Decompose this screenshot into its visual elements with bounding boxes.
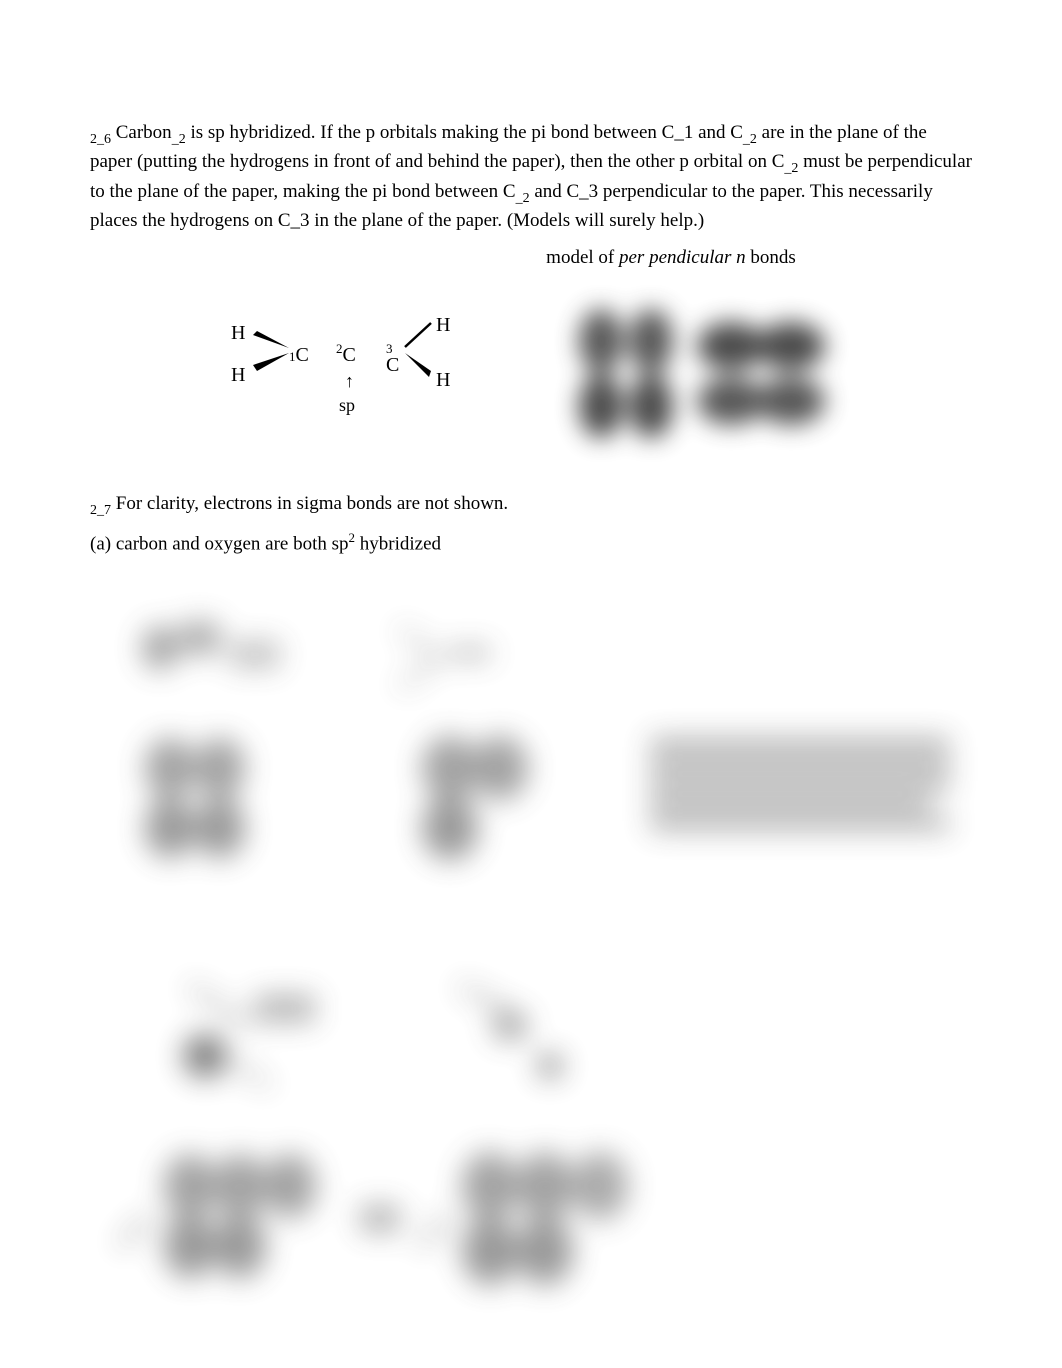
problem-2-6-text: 2_6 Carbon_2 is sp hybridized. If the p … — [90, 120, 972, 235]
figure-row: H H 1C 2C ↑ sp 3C H H — [90, 291, 972, 451]
text-segment: is sp hybridized. If the p orbitals maki… — [190, 122, 742, 143]
subscript: _2 — [784, 161, 798, 176]
wedge-bonds — [249, 323, 294, 378]
subscript: _2 — [516, 191, 530, 206]
atom-c1: 1C — [289, 341, 309, 369]
orbital-model-image — [551, 291, 831, 451]
part-a-text: (a) carbon and oxygen are both sp2 hybri… — [90, 529, 972, 558]
sp-arrow: ↑ — [345, 369, 354, 394]
problem-number: 2_6 — [90, 122, 111, 143]
text-segment: Carbon — [116, 122, 172, 143]
text-segment: hybridized — [355, 533, 441, 554]
atom-h3: H — [436, 311, 450, 339]
model-caption: model of per pendicular n bonds — [370, 245, 972, 272]
caption-suffix: bonds — [746, 247, 796, 268]
problem-number: 2_7 — [90, 503, 111, 518]
text-segment: For clarity, electrons in sigma bonds ar… — [116, 493, 508, 514]
sp-label: sp — [339, 393, 355, 418]
text-segment: carbon and oxygen are both sp — [116, 533, 349, 554]
atom-h1: H — [231, 319, 245, 347]
atom-h2: H — [231, 361, 245, 389]
c3-h-bonds — [403, 319, 438, 379]
atom-h4: H — [436, 366, 450, 394]
subscript: _2 — [172, 132, 186, 147]
subscript: _2 — [743, 132, 757, 147]
blurred-diagram-1 — [90, 588, 972, 897]
atom-c2: 2C — [336, 341, 356, 369]
part-label: (a) — [90, 533, 111, 554]
caption-italic: per pendicular n — [619, 247, 746, 268]
problem-2-7-text: 2_7 For clarity, electrons in sigma bond… — [90, 491, 972, 520]
molecule-diagram: H H 1C 2C ↑ sp 3C H H — [231, 301, 471, 441]
blurred-diagram-2 — [90, 956, 972, 1305]
caption-prefix: model of — [546, 247, 619, 268]
atom-c3: 3C — [386, 341, 399, 397]
